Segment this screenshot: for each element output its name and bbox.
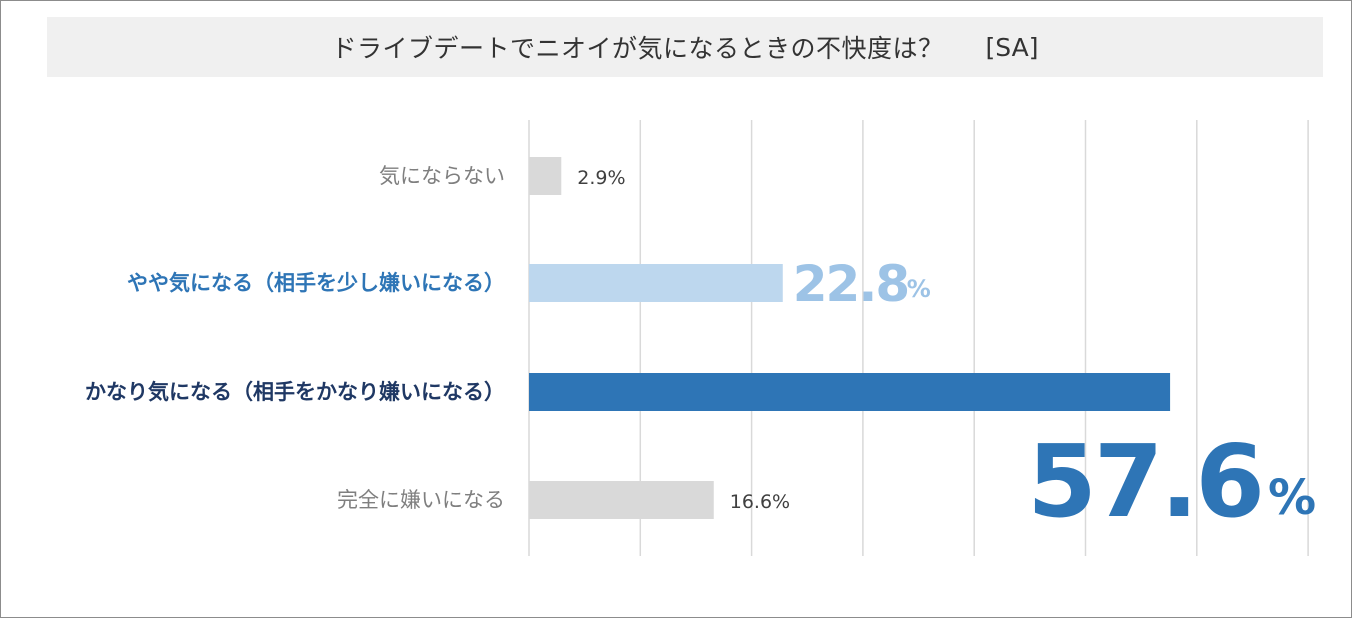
data-label: 2.9%	[577, 167, 625, 189]
data-label: 57.6	[1027, 423, 1262, 540]
chart-title: ドライブデートでニオイが気になるときの不快度は？	[331, 34, 944, 63]
bar	[529, 481, 714, 519]
bar	[529, 264, 783, 302]
category-label: かなり気になる（相手をかなり嫌いになる）	[85, 380, 505, 404]
data-label: 16.6%	[730, 491, 790, 513]
bar	[529, 373, 1171, 411]
bar	[529, 157, 562, 195]
chart-title-tag: [SA]	[985, 32, 1039, 62]
category-label: 気にならない	[379, 164, 505, 188]
data-label: 22.8	[793, 255, 908, 313]
title-bar: ドライブデートでニオイが気になるときの不快度は？ [SA]	[47, 17, 1323, 77]
data-label-unit: %	[907, 275, 931, 303]
data-label-unit: %	[1268, 470, 1316, 526]
category-label: 完全に嫌いになる	[337, 488, 505, 512]
category-label: やや気になる（相手を少し嫌いになる）	[127, 271, 505, 295]
